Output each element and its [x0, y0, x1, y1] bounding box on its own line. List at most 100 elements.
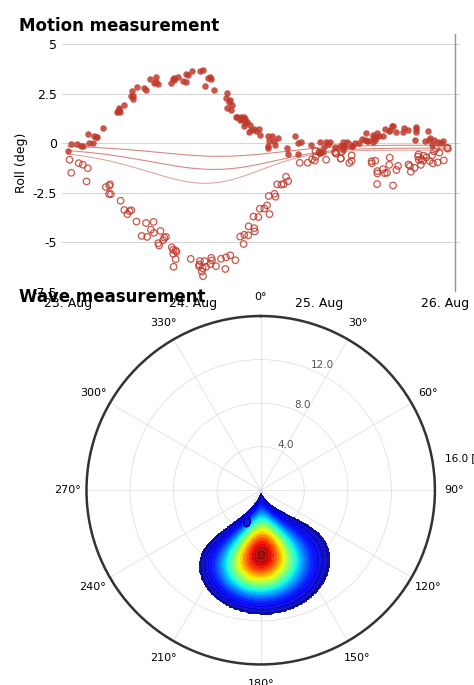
Point — [179, 76, 187, 87]
Point — [114, 105, 122, 116]
Point — [243, 116, 251, 127]
Point — [120, 99, 128, 110]
Point — [83, 176, 91, 187]
Point — [150, 216, 157, 227]
Point — [199, 271, 207, 282]
Point — [308, 154, 316, 165]
Point — [170, 73, 177, 84]
Point — [264, 142, 272, 153]
Point — [273, 179, 281, 190]
Point — [340, 137, 347, 148]
Point — [222, 93, 230, 104]
Point — [79, 159, 87, 170]
Point — [202, 262, 210, 273]
Point — [241, 121, 248, 132]
Point — [348, 155, 356, 166]
Point — [225, 96, 233, 107]
Point — [146, 73, 154, 84]
Point — [210, 85, 218, 96]
Point — [320, 142, 328, 153]
Point — [100, 123, 107, 134]
Point — [419, 155, 427, 166]
Point — [172, 245, 180, 256]
Point — [372, 155, 379, 166]
Point — [142, 218, 150, 229]
Point — [280, 179, 288, 190]
Point — [404, 125, 411, 136]
Point — [150, 227, 158, 238]
Point — [444, 143, 452, 154]
Point — [426, 155, 433, 166]
Point — [173, 247, 180, 258]
Point — [412, 121, 420, 132]
Point — [364, 135, 371, 146]
Point — [237, 231, 244, 242]
Point — [265, 136, 273, 147]
Point — [421, 135, 428, 146]
Point — [332, 148, 340, 159]
Point — [133, 82, 141, 92]
Point — [147, 224, 155, 235]
Point — [429, 158, 437, 169]
Point — [307, 140, 315, 151]
Point — [90, 138, 97, 149]
Point — [283, 171, 290, 182]
Point — [265, 190, 273, 201]
Point — [245, 127, 253, 138]
Point — [155, 240, 163, 251]
Point — [412, 123, 420, 134]
Point — [271, 188, 278, 199]
Point — [223, 102, 231, 113]
Point — [250, 223, 258, 234]
Point — [317, 136, 324, 147]
Point — [206, 72, 214, 83]
Point — [222, 252, 230, 263]
Point — [187, 253, 194, 264]
Point — [182, 77, 190, 88]
Point — [264, 131, 272, 142]
Point — [322, 154, 330, 165]
Point — [388, 121, 395, 132]
Point — [411, 134, 419, 145]
Point — [138, 230, 146, 241]
Point — [369, 129, 377, 140]
Point — [217, 253, 225, 264]
Point — [169, 74, 177, 85]
Point — [256, 129, 264, 140]
Point — [242, 113, 249, 124]
Point — [199, 263, 206, 274]
Point — [348, 140, 356, 151]
Point — [196, 66, 203, 77]
Point — [425, 134, 432, 145]
Point — [170, 261, 177, 272]
Point — [232, 255, 239, 266]
Point — [316, 148, 324, 159]
Text: 16.0 [s]: 16.0 [s] — [445, 453, 474, 462]
Point — [260, 203, 268, 214]
Point — [361, 134, 369, 145]
Point — [336, 140, 344, 151]
Point — [440, 155, 447, 166]
Point — [227, 250, 234, 261]
Point — [268, 131, 276, 142]
Point — [426, 133, 434, 144]
Point — [196, 256, 204, 266]
Point — [212, 261, 220, 272]
Point — [411, 162, 419, 173]
Point — [106, 180, 113, 191]
Point — [337, 153, 345, 164]
Point — [117, 195, 124, 206]
Point — [228, 104, 235, 115]
Point — [128, 90, 135, 101]
Point — [417, 160, 425, 171]
Point — [369, 132, 377, 143]
Point — [129, 91, 137, 102]
Point — [375, 130, 383, 141]
Point — [172, 253, 180, 264]
Point — [356, 138, 363, 149]
Point — [207, 259, 214, 270]
Point — [208, 255, 216, 266]
Point — [371, 135, 378, 146]
Point — [241, 118, 249, 129]
Point — [117, 106, 124, 117]
